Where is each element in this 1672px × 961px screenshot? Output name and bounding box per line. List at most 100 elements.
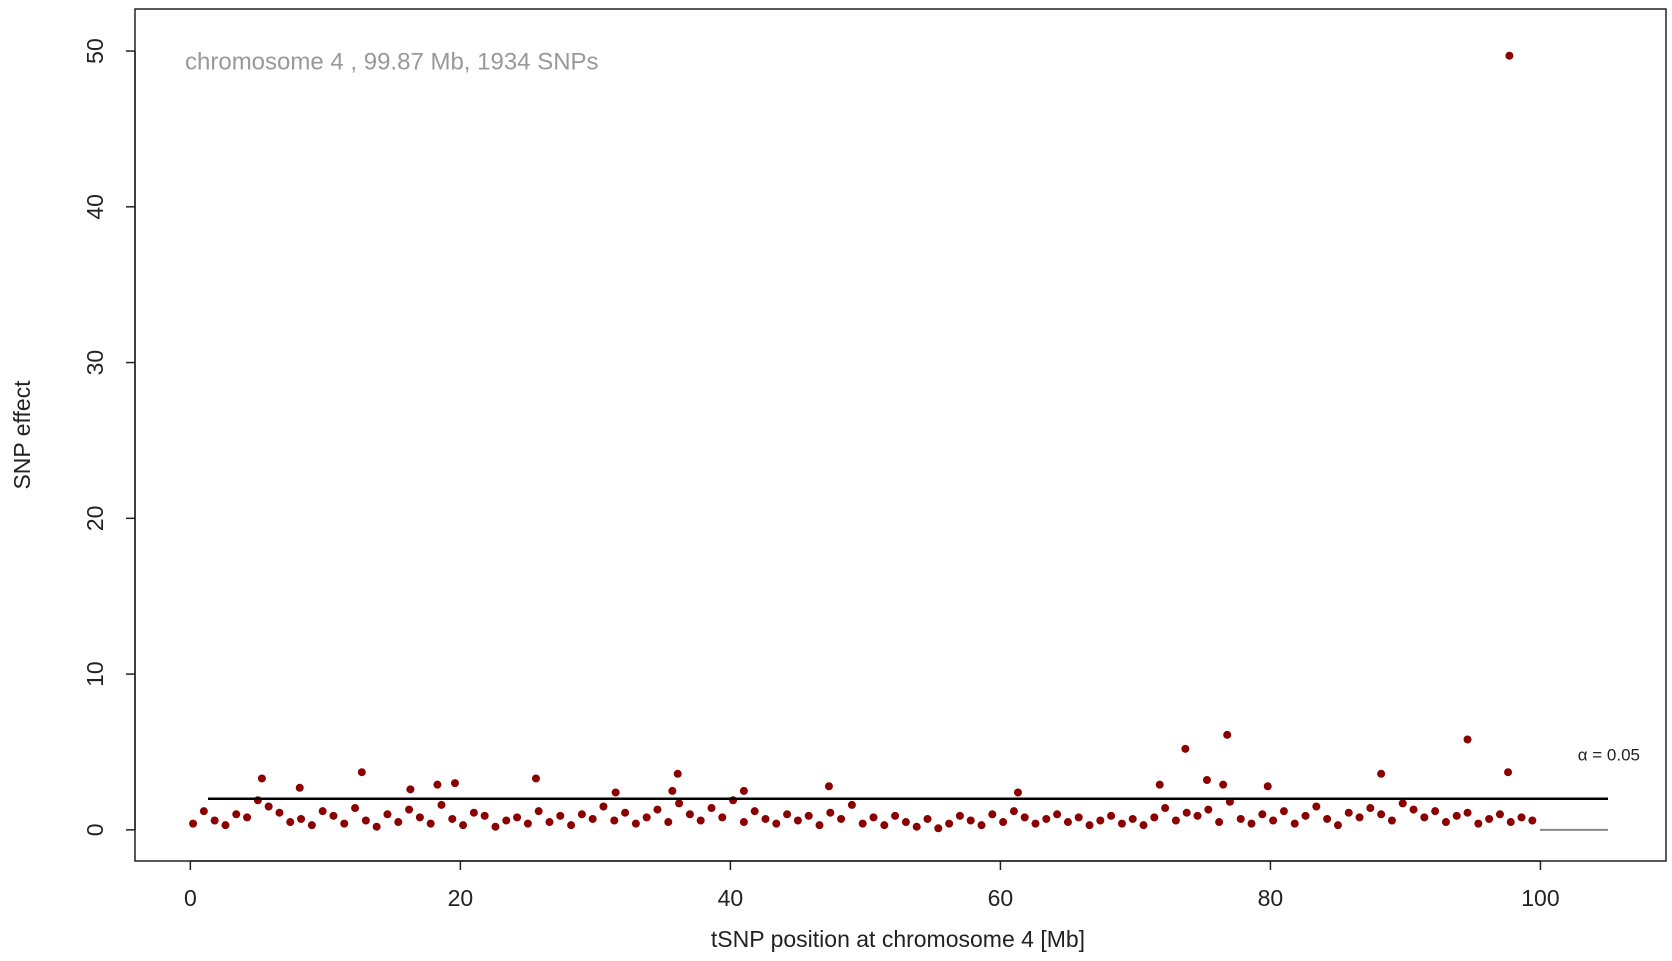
snp-point bbox=[1074, 813, 1083, 822]
snp-point bbox=[523, 819, 532, 828]
snp-point bbox=[923, 814, 932, 823]
snp-point bbox=[934, 824, 943, 833]
snp-point bbox=[869, 813, 878, 822]
snp-point bbox=[988, 810, 997, 819]
snp-point bbox=[1452, 811, 1461, 820]
snp-point bbox=[433, 780, 442, 789]
snp-point bbox=[1085, 821, 1094, 830]
snp-point bbox=[696, 816, 705, 825]
snp-point bbox=[668, 786, 677, 795]
snp-point bbox=[502, 816, 511, 825]
snp-point bbox=[1387, 816, 1396, 825]
snp-point bbox=[1269, 816, 1278, 825]
snp-point bbox=[1219, 780, 1228, 789]
snp-point bbox=[297, 814, 306, 823]
snp-point bbox=[1279, 807, 1288, 816]
snp-point bbox=[1312, 802, 1321, 811]
y-tick-label: 40 bbox=[82, 194, 108, 220]
snp-point bbox=[545, 818, 554, 827]
snp-point bbox=[1150, 813, 1159, 822]
snp-point bbox=[1204, 805, 1213, 814]
snp-point bbox=[318, 807, 327, 816]
snp-point bbox=[1409, 805, 1418, 814]
snp-point bbox=[999, 818, 1008, 827]
snp-point bbox=[588, 814, 597, 823]
snp-point bbox=[1290, 819, 1299, 828]
snp-point bbox=[631, 819, 640, 828]
snp-point bbox=[673, 769, 682, 778]
y-tick-label: 30 bbox=[82, 350, 108, 376]
snp-point bbox=[1431, 807, 1440, 816]
snp-point bbox=[221, 821, 230, 830]
snp-point bbox=[189, 819, 198, 828]
snp-point bbox=[210, 816, 219, 825]
snp-point bbox=[383, 810, 392, 819]
snp-point bbox=[513, 813, 522, 822]
snp-point bbox=[815, 821, 824, 830]
snp-point bbox=[1247, 819, 1256, 828]
snp-point bbox=[1128, 814, 1137, 823]
snp-point bbox=[232, 810, 241, 819]
snp-point bbox=[1495, 810, 1504, 819]
snp-point bbox=[761, 814, 770, 823]
snp-point bbox=[718, 813, 727, 822]
snp-point bbox=[372, 822, 381, 831]
snp-point bbox=[1463, 735, 1472, 744]
snp-point bbox=[1263, 782, 1272, 791]
x-tick-label: 60 bbox=[988, 885, 1014, 911]
snp-point bbox=[361, 816, 370, 825]
snp-point bbox=[577, 810, 586, 819]
snp-point bbox=[199, 807, 208, 816]
snp-point bbox=[685, 810, 694, 819]
snp-point bbox=[804, 811, 813, 820]
x-axis-label: tSNP position at chromosome 4 [Mb] bbox=[711, 926, 1085, 952]
x-tick-label: 80 bbox=[1258, 885, 1284, 911]
snp-point bbox=[1161, 804, 1170, 813]
snp-point bbox=[1377, 769, 1386, 778]
snp-point bbox=[406, 785, 415, 794]
snp-point bbox=[295, 783, 304, 792]
snp-point bbox=[750, 807, 759, 816]
snp-point bbox=[1181, 744, 1190, 753]
x-tick-label: 0 bbox=[184, 885, 197, 911]
snp-point bbox=[1323, 814, 1332, 823]
snp-point bbox=[357, 768, 366, 777]
snp-point bbox=[1031, 819, 1040, 828]
snp-point bbox=[826, 808, 835, 817]
snp-point bbox=[1202, 776, 1211, 785]
snp-point bbox=[1107, 811, 1116, 820]
snp-point bbox=[534, 807, 543, 816]
snp-point bbox=[1517, 813, 1526, 822]
snp-point bbox=[567, 821, 576, 830]
snp-point bbox=[1463, 808, 1472, 817]
snp-point bbox=[1223, 730, 1232, 739]
threshold-label: α = 0.05 bbox=[1578, 746, 1640, 765]
snp-point bbox=[1344, 808, 1353, 817]
snp-point bbox=[739, 818, 748, 827]
x-tick-label: 20 bbox=[448, 885, 474, 911]
snp-point bbox=[1215, 818, 1224, 827]
snp-point bbox=[1398, 799, 1407, 808]
snp-point bbox=[1117, 819, 1126, 828]
snp-point bbox=[1063, 818, 1072, 827]
snp-point bbox=[1258, 810, 1267, 819]
snp-point bbox=[653, 805, 662, 814]
snp-point bbox=[824, 782, 833, 791]
snp-point bbox=[1420, 813, 1429, 822]
snp-point bbox=[1485, 814, 1494, 823]
y-axis-label: SNP effect bbox=[9, 380, 35, 490]
snp-point bbox=[556, 811, 565, 820]
snp-point bbox=[469, 808, 478, 817]
snp-point bbox=[340, 819, 349, 828]
snp-point bbox=[329, 811, 338, 820]
snp-point bbox=[1009, 807, 1018, 816]
snp-point bbox=[1013, 788, 1022, 797]
snp-point bbox=[1193, 811, 1202, 820]
snp-point bbox=[1182, 808, 1191, 817]
snp-point bbox=[394, 818, 403, 827]
snp-point bbox=[642, 813, 651, 822]
snp-point bbox=[307, 821, 316, 830]
snp-point bbox=[491, 822, 500, 831]
snp-point bbox=[891, 811, 900, 820]
snp-point bbox=[837, 814, 846, 823]
